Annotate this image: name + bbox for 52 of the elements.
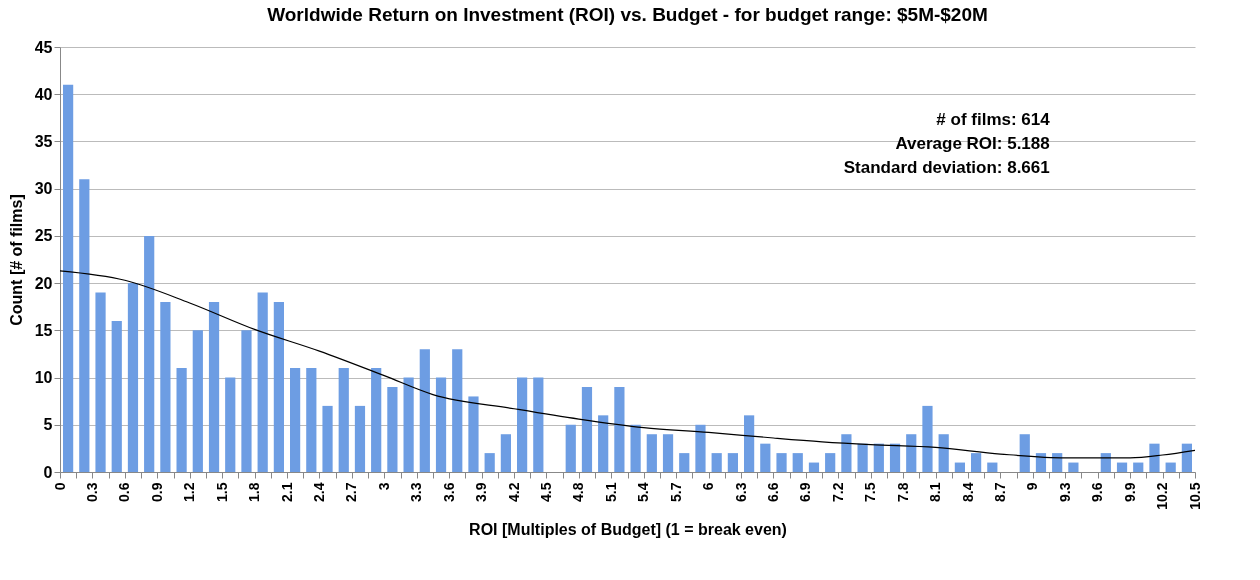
y-tick-label: 5 — [43, 416, 53, 434]
x-tick-label: 10.5 — [1186, 482, 1203, 510]
x-tick-label: 4.5 — [537, 482, 554, 502]
y-tick-label: 10 — [34, 369, 53, 387]
y-tick-label: 30 — [34, 180, 53, 198]
x-tick-label: 7.5 — [862, 482, 879, 502]
chart-title: Worldwide Return on Investment (ROI) vs. Budget - for budget range: $5M-$20M — [267, 4, 988, 25]
x-tick-label: 8.7 — [991, 482, 1008, 502]
y-tick-label: 25 — [34, 227, 53, 245]
x-tick-label: 10.2 — [1154, 482, 1171, 510]
x-tick-label: 9.6 — [1089, 482, 1106, 502]
y-tick-label: 45 — [34, 38, 53, 56]
x-tick-label: 6.9 — [797, 482, 814, 502]
y-tick-label: 20 — [34, 274, 53, 292]
x-tick-label: 2.4 — [310, 482, 327, 502]
x-tick-label: 5.4 — [635, 482, 652, 502]
x-tick-label: 5.7 — [667, 482, 684, 502]
x-tick-label: 3 — [375, 482, 392, 491]
annotation: Average ROI: 5.188 — [895, 134, 1050, 153]
x-tick-label: 6.6 — [764, 482, 781, 502]
x-tick-label: 5.1 — [602, 482, 619, 502]
x-tick-label: 2.1 — [278, 482, 295, 502]
x-tick-label: 1.2 — [181, 482, 198, 502]
x-tick-label: 1.8 — [246, 482, 263, 502]
x-tick-label: 7.2 — [829, 482, 846, 502]
x-tick-label: 3.6 — [440, 482, 457, 502]
annotation: Standard deviation: 8.661 — [843, 158, 1050, 177]
line-series — [59, 270, 1196, 459]
y-axis-title: Count [# of films] — [7, 194, 25, 326]
x-tick-label: 9.3 — [1056, 482, 1073, 502]
x-tick-label: 0.9 — [148, 482, 165, 502]
y-tick-label: 35 — [34, 132, 53, 150]
x-tick-label: 0.3 — [83, 482, 100, 502]
x-tick-label: 9.9 — [1121, 482, 1138, 502]
x-axis-title: ROI [Multiples of Budget] (1 = break even) — [469, 520, 787, 538]
x-tick-label: 4.8 — [570, 482, 587, 502]
x-tick-label: 0 — [51, 482, 68, 491]
y-tick-label: 40 — [34, 85, 53, 103]
x-tick-label: 3.9 — [473, 482, 490, 502]
x-tick-label: 3.3 — [408, 482, 425, 502]
x-tick-label: 7.8 — [894, 482, 911, 502]
x-tick-label: 8.1 — [927, 482, 944, 502]
x-tick-label: 9 — [1024, 482, 1041, 491]
x-tick-label: 6 — [700, 482, 717, 491]
x-tick-label: 0.6 — [116, 482, 133, 502]
x-tick-label: 6.3 — [732, 482, 749, 502]
x-tick-label: 1.5 — [213, 482, 230, 502]
annotation: # of films: 614 — [936, 110, 1051, 129]
y-tick-label: 15 — [34, 321, 53, 339]
x-tick-label: 8.4 — [959, 482, 976, 502]
x-tick-label: 4.2 — [505, 482, 522, 502]
x-tick-label: 2.7 — [343, 482, 360, 502]
